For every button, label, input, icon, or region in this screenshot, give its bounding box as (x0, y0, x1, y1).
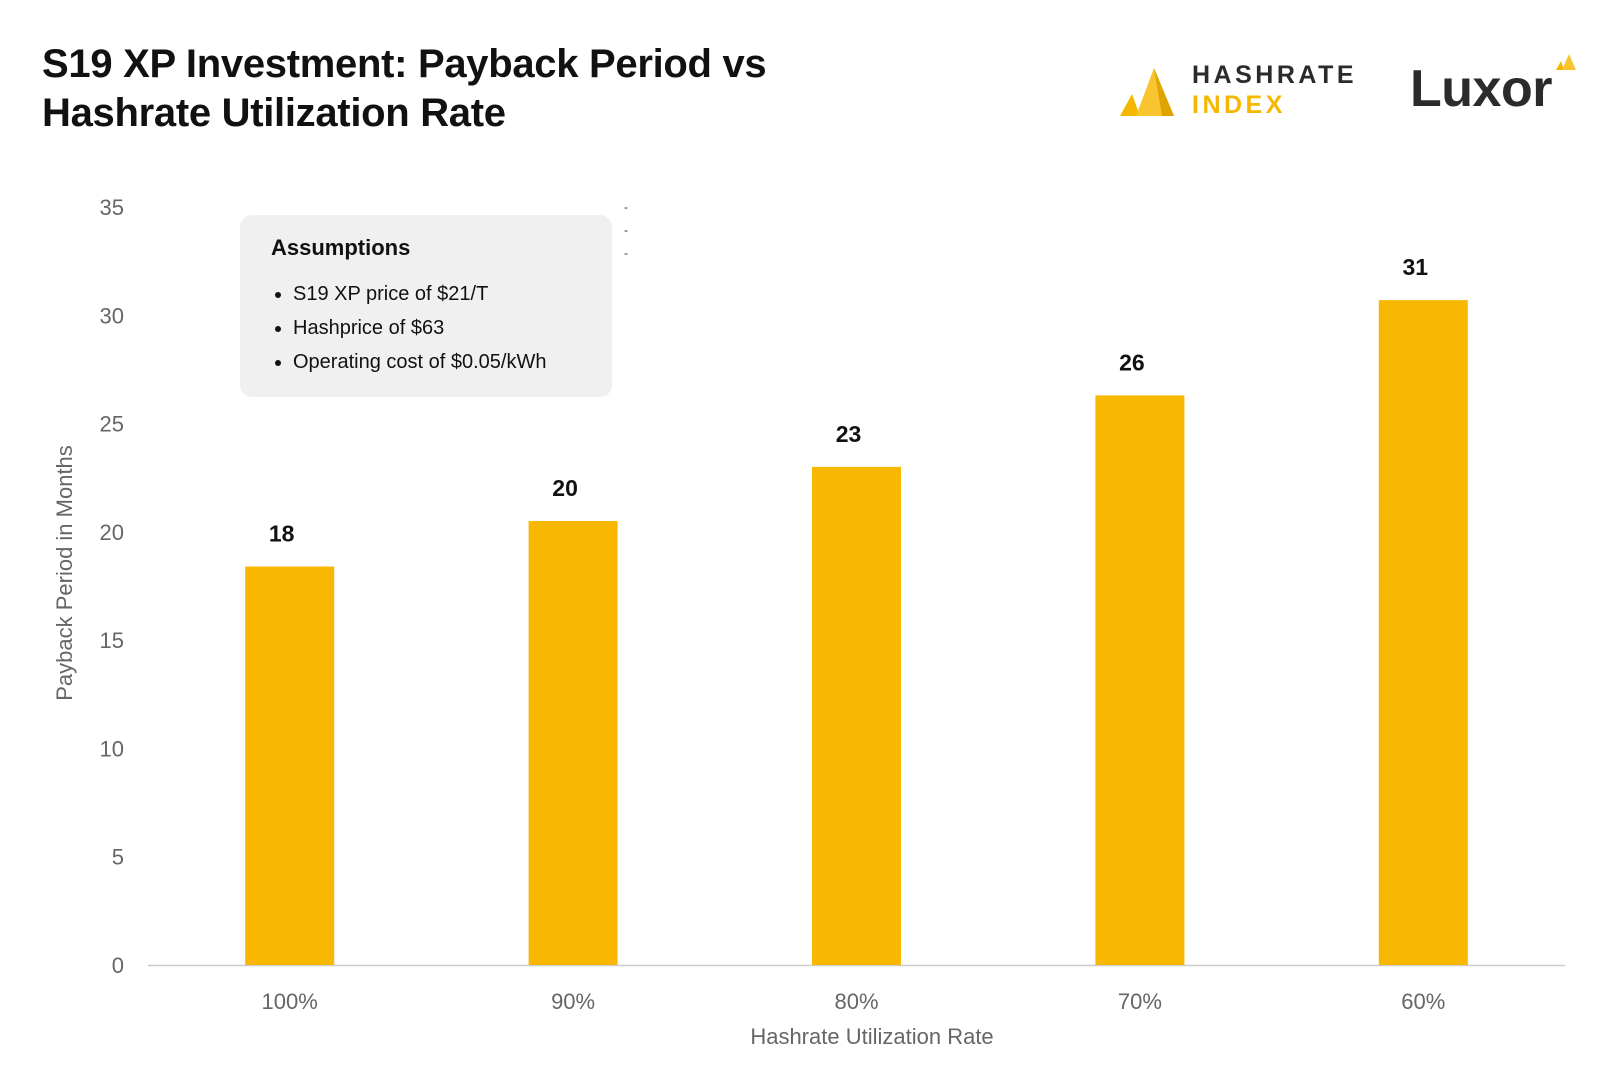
assumption-item: Operating cost of $0.05/kWh (293, 345, 546, 379)
y-tick-label: 5 (112, 845, 124, 870)
y-tick-label: 35 (100, 195, 124, 220)
luxor-logo-icon (1556, 54, 1576, 70)
x-tick-label: 80% (834, 989, 878, 1014)
y-tick-label: 0 (112, 953, 124, 978)
hashrate-index-logo-icon (1120, 68, 1174, 116)
assumption-item: Hashprice of $63 (293, 311, 546, 345)
data-label: 18 (269, 521, 295, 547)
bar (1378, 300, 1468, 965)
data-label: 23 (836, 421, 862, 447)
x-axis-label: Hashrate Utilization Rate (750, 1024, 993, 1049)
y-tick-label: 30 (100, 303, 124, 328)
y-tick-label: 10 (100, 736, 124, 761)
x-axis-ticks: 100% 90% 80% 70% 60% (262, 989, 1446, 1014)
y-axis-label: Payback Period in Months (52, 445, 77, 701)
y-tick-label: 20 (100, 520, 124, 545)
bars (245, 300, 1468, 966)
data-label: 31 (1403, 254, 1429, 280)
y-tick-label: 25 (100, 412, 124, 437)
x-tick-label: 90% (551, 989, 595, 1014)
data-label: 20 (552, 475, 578, 501)
assumptions-box: Assumptions S19 XP price of $21/T Hashpr… (240, 215, 612, 397)
bar (812, 466, 901, 965)
y-axis-ticks: 0 5 10 15 20 25 30 35 (100, 195, 124, 978)
bar (245, 566, 335, 965)
hashrate-index-word-2: INDEX (1192, 91, 1286, 119)
assumption-item: S19 XP price of $21/T (293, 277, 546, 311)
assumptions-list: S19 XP price of $21/T Hashprice of $63 O… (271, 277, 546, 379)
hashrate-index-word-1: HASHRATE (1192, 61, 1358, 89)
assumptions-title: Assumptions (271, 235, 411, 260)
luxor-wordmark: Luxor (1410, 60, 1552, 118)
chart-title-line-1: S19 XP Investment: Payback Period vs (42, 42, 767, 86)
y-tick-label: 15 (100, 628, 124, 653)
stray-dash-marks: --- (624, 200, 628, 260)
bar (528, 521, 618, 965)
x-tick-label: 70% (1118, 989, 1162, 1014)
x-tick-label: 100% (262, 989, 318, 1014)
data-labels: 18 20 23 26 31 (269, 254, 1428, 546)
luxor-logo: Luxor (1410, 54, 1590, 128)
hashrate-index-wordmark: HASHRATE INDEX (1192, 60, 1357, 120)
bar (1095, 395, 1185, 966)
data-label: 26 (1119, 349, 1145, 375)
hashrate-index-logo: HASHRATE INDEX (1116, 58, 1366, 128)
x-tick-label: 60% (1401, 989, 1445, 1014)
chart-title-line-2: Hashrate Utilization Rate (42, 91, 506, 135)
chart-title: S19 XP Investment: Payback Period vs Has… (42, 40, 767, 138)
